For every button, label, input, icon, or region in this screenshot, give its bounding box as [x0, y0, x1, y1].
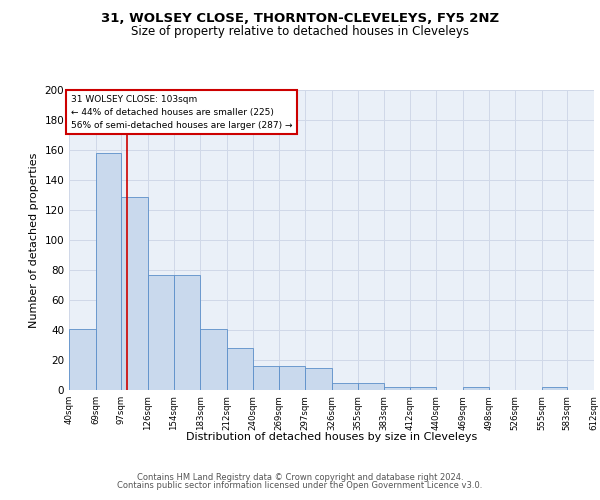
Bar	[384, 387, 410, 390]
Bar	[463, 387, 490, 390]
Bar	[279, 366, 305, 390]
Bar	[331, 382, 358, 390]
Text: 31, WOLSEY CLOSE, THORNTON-CLEVELEYS, FY5 2NZ: 31, WOLSEY CLOSE, THORNTON-CLEVELEYS, FY…	[101, 12, 499, 26]
Text: Distribution of detached houses by size in Cleveleys: Distribution of detached houses by size …	[186, 432, 478, 442]
Bar	[121, 196, 148, 390]
Bar	[542, 387, 568, 390]
Bar	[358, 382, 384, 390]
Bar	[227, 348, 253, 390]
Bar	[594, 387, 600, 390]
Text: 31 WOLSEY CLOSE: 103sqm
← 44% of detached houses are smaller (225)
56% of semi-d: 31 WOLSEY CLOSE: 103sqm ← 44% of detache…	[71, 94, 292, 130]
Bar	[148, 274, 173, 390]
Y-axis label: Number of detached properties: Number of detached properties	[29, 152, 39, 328]
Bar	[95, 153, 121, 390]
Bar	[253, 366, 279, 390]
Bar	[173, 274, 200, 390]
Text: Size of property relative to detached houses in Cleveleys: Size of property relative to detached ho…	[131, 25, 469, 38]
Bar	[200, 328, 227, 390]
Bar	[305, 368, 331, 390]
Bar	[410, 387, 436, 390]
Text: Contains public sector information licensed under the Open Government Licence v3: Contains public sector information licen…	[118, 481, 482, 490]
Bar	[69, 328, 95, 390]
Text: Contains HM Land Registry data © Crown copyright and database right 2024.: Contains HM Land Registry data © Crown c…	[137, 472, 463, 482]
